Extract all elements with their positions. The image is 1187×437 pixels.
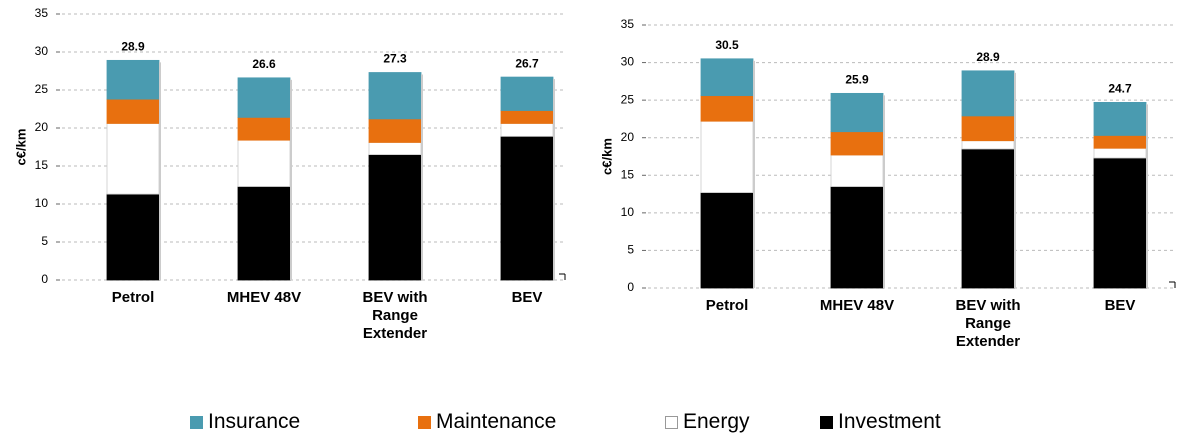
y-tick-label: 30 (621, 55, 635, 69)
bar-segment (500, 123, 554, 137)
x-tick-label: Petrol (705, 297, 749, 314)
y-tick-label: 25 (621, 92, 635, 106)
bar-shadow (290, 79, 292, 280)
bar-segment (237, 77, 291, 118)
bar-segment (830, 92, 884, 133)
bar-segment (368, 72, 422, 120)
x-tick-label: MHEV 48V (819, 297, 895, 314)
bar-segment (368, 118, 422, 143)
bar-segment (237, 186, 291, 281)
y-tick-label: 5 (627, 243, 634, 257)
y-tick-label: 10 (621, 205, 635, 219)
bar-segment (1093, 157, 1147, 289)
x-tick-label: BEV with Range Extender (955, 297, 1021, 350)
bar-segment (368, 142, 422, 156)
bar-segment (700, 95, 754, 122)
legend-item: Investment (820, 410, 941, 434)
bar-segment (830, 154, 884, 187)
total-label: 28.9 (121, 40, 145, 54)
legend-item: Insurance (190, 410, 300, 434)
bar-segment (106, 98, 160, 124)
y-tick-label: 0 (41, 272, 48, 286)
bar-segment (106, 59, 160, 100)
bar-segment (961, 148, 1015, 289)
bar-segment (830, 186, 884, 289)
bar-shadow (883, 95, 885, 288)
y-axis-label: c€/km (599, 138, 614, 175)
x-tick-label: MHEV 48V (226, 289, 302, 306)
bar-segment (1093, 101, 1147, 136)
y-tick-label: 15 (35, 158, 49, 172)
y-tick-label: 0 (627, 280, 634, 294)
bar-segment (700, 192, 754, 289)
bar-segment (961, 140, 1015, 150)
y-tick-label: 10 (35, 196, 49, 210)
x-tick-label: Petrol (111, 289, 155, 306)
legend-swatch (820, 415, 833, 429)
x-tick-label: BEV with Range Extender (362, 289, 428, 342)
bar-segment (237, 116, 291, 141)
y-tick-label: 30 (35, 44, 49, 58)
y-tick-label: 20 (35, 120, 49, 134)
y-tick-label: 20 (621, 130, 635, 144)
bar-segment (961, 70, 1015, 117)
legend-item: Energy (665, 410, 750, 434)
total-label: 26.7 (515, 56, 539, 70)
total-label: 25.9 (845, 73, 869, 87)
legend-label: Insurance (208, 410, 301, 433)
y-tick-label: 5 (41, 234, 48, 248)
y-tick-label: 25 (35, 82, 49, 96)
total-label: 24.7 (1108, 82, 1132, 96)
bar-segment (106, 123, 160, 195)
bar-shadow (753, 60, 755, 288)
bar-segment (700, 120, 754, 193)
y-tick-label: 35 (35, 6, 49, 20)
legend-swatch (418, 415, 431, 429)
legend-label: Investment (838, 410, 941, 433)
legend-label: Maintenance (436, 410, 557, 433)
x-tick-label: BEV (511, 289, 543, 306)
x-tick-label: BEV (1104, 297, 1136, 314)
y-axis-label: c€/km (13, 129, 28, 166)
bar-segment (830, 131, 884, 156)
bar-shadow (1146, 104, 1148, 288)
legend-item: Maintenance (418, 410, 556, 434)
total-label: 28.9 (976, 50, 1000, 64)
bar-segment (1093, 135, 1147, 149)
legend-label: Energy (683, 410, 750, 433)
bar-shadow (553, 79, 555, 280)
legend-swatch (665, 415, 678, 429)
bar-segment (500, 110, 554, 124)
total-label: 26.6 (252, 57, 276, 71)
bar-segment (961, 115, 1015, 142)
legend-swatch (190, 415, 203, 429)
bar-shadow (421, 74, 423, 281)
total-label: 30.5 (715, 38, 739, 52)
total-label: 27.3 (383, 52, 407, 66)
bar-segment (106, 193, 160, 281)
bar-segment (368, 154, 422, 281)
bar-segment (500, 76, 554, 111)
bar-segment (700, 58, 754, 97)
y-tick-label: 15 (621, 167, 635, 181)
bar-segment (1093, 147, 1147, 159)
bar-shadow (159, 62, 161, 280)
bar-segment (237, 139, 291, 187)
bar-shadow (1014, 72, 1016, 288)
y-tick-label: 35 (621, 17, 635, 31)
bar-segment (500, 135, 554, 281)
